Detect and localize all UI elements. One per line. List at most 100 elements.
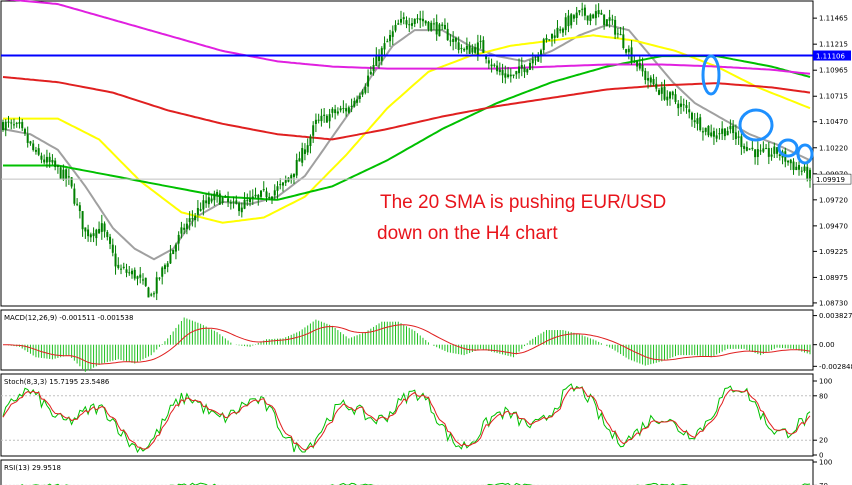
candle-body <box>520 64 523 69</box>
candle-body <box>430 22 433 31</box>
candle-body <box>583 7 586 16</box>
level-price-tag-text: 1.11106 <box>816 53 845 61</box>
candle-body <box>540 50 542 55</box>
candle-body <box>589 14 592 22</box>
candle-body <box>603 14 606 25</box>
macd-histogram <box>5 317 811 372</box>
candle-body <box>454 37 457 42</box>
candle-body <box>512 74 515 76</box>
candle-body <box>199 209 202 211</box>
candle-body <box>136 276 139 279</box>
candle-body <box>432 23 435 25</box>
candle-body <box>76 203 79 205</box>
candle-body <box>372 65 375 71</box>
candle-body <box>67 176 70 178</box>
candle-body <box>81 211 84 230</box>
candle-body <box>48 156 51 163</box>
candle-body <box>336 111 339 114</box>
candle-body <box>776 147 779 154</box>
candle-body <box>658 90 661 95</box>
stoch-tick-label: 80 <box>819 392 828 400</box>
candle-body <box>339 108 342 111</box>
candle-body <box>205 200 208 204</box>
candle-body <box>605 19 608 27</box>
candle-body <box>109 236 112 244</box>
candle-body <box>693 120 696 123</box>
candle-body <box>795 166 798 171</box>
candle-body <box>748 148 751 150</box>
candle-body <box>677 103 680 109</box>
candle-body <box>754 149 757 158</box>
candle-body <box>715 135 718 139</box>
candle-body <box>762 148 765 152</box>
candle-body <box>56 165 59 167</box>
candle-body <box>103 223 106 232</box>
candle-body <box>578 10 581 13</box>
candle-body <box>798 165 801 170</box>
candle-body <box>166 263 169 267</box>
candle-body <box>556 27 559 38</box>
candle-body <box>155 277 158 294</box>
candle-body <box>548 39 551 41</box>
ma-line <box>3 34 811 224</box>
candle-body <box>249 198 252 203</box>
candle-body <box>803 166 806 171</box>
candle-body <box>663 86 666 100</box>
candle-body <box>421 18 424 22</box>
level-price-tag <box>813 50 851 61</box>
candle-body <box>358 95 361 99</box>
candle-body <box>309 136 312 147</box>
current-price-tag-text: 1.09919 <box>816 176 845 184</box>
candle-body <box>523 67 526 73</box>
candle-body <box>15 122 18 124</box>
candle-body <box>493 64 496 66</box>
candle-body <box>238 203 241 212</box>
candle-body <box>487 60 490 64</box>
rsi-title: RSI(13) 29.9518 <box>4 464 61 472</box>
candle-body <box>622 34 625 49</box>
candle-body <box>792 161 795 170</box>
candle-body <box>474 47 477 53</box>
candle-body <box>54 160 57 167</box>
candle-body <box>163 265 166 270</box>
candle-body <box>476 42 479 55</box>
candle-body <box>188 218 191 223</box>
candle-body <box>441 24 444 26</box>
candle-body <box>229 202 232 204</box>
annotation-line-2: down on the H4 chart <box>377 223 558 244</box>
candle-body <box>446 28 449 41</box>
candle-body <box>704 127 707 132</box>
candle-body <box>221 197 224 204</box>
candle-body <box>144 277 147 286</box>
candle-body <box>712 131 715 137</box>
stoch-panel: Stoch(8,3,3) 15.7195 23.5486 100 80 20 0 <box>0 373 832 460</box>
candle-body <box>515 71 518 75</box>
candle-body <box>18 122 21 124</box>
macd-signal-line <box>3 324 811 365</box>
candle-body <box>518 66 521 74</box>
candle-body <box>600 12 603 15</box>
candle-body <box>625 49 628 53</box>
candle-body <box>460 47 463 49</box>
candle-body <box>443 24 446 30</box>
candle-body <box>325 115 328 123</box>
candle-body <box>361 91 364 95</box>
candle-body <box>410 23 413 26</box>
candle-body <box>59 167 62 179</box>
candle-body <box>265 191 268 198</box>
annotation-line-1: The 20 SMA is pushing EUR/USD <box>380 192 666 213</box>
candle-body <box>496 65 499 72</box>
candle-body <box>114 253 117 267</box>
candle-body <box>147 287 150 298</box>
stoch-lines <box>2 383 811 454</box>
candle-body <box>644 70 647 81</box>
candle-body <box>306 145 309 153</box>
candle-body <box>608 17 611 21</box>
candle-body <box>394 24 397 31</box>
candle-body <box>158 277 161 279</box>
price-tick-label: 1.10715 <box>819 93 848 101</box>
candle-body <box>128 272 131 274</box>
candle-body <box>419 18 422 21</box>
current-price-tag <box>812 173 852 185</box>
candle-body <box>78 205 81 212</box>
